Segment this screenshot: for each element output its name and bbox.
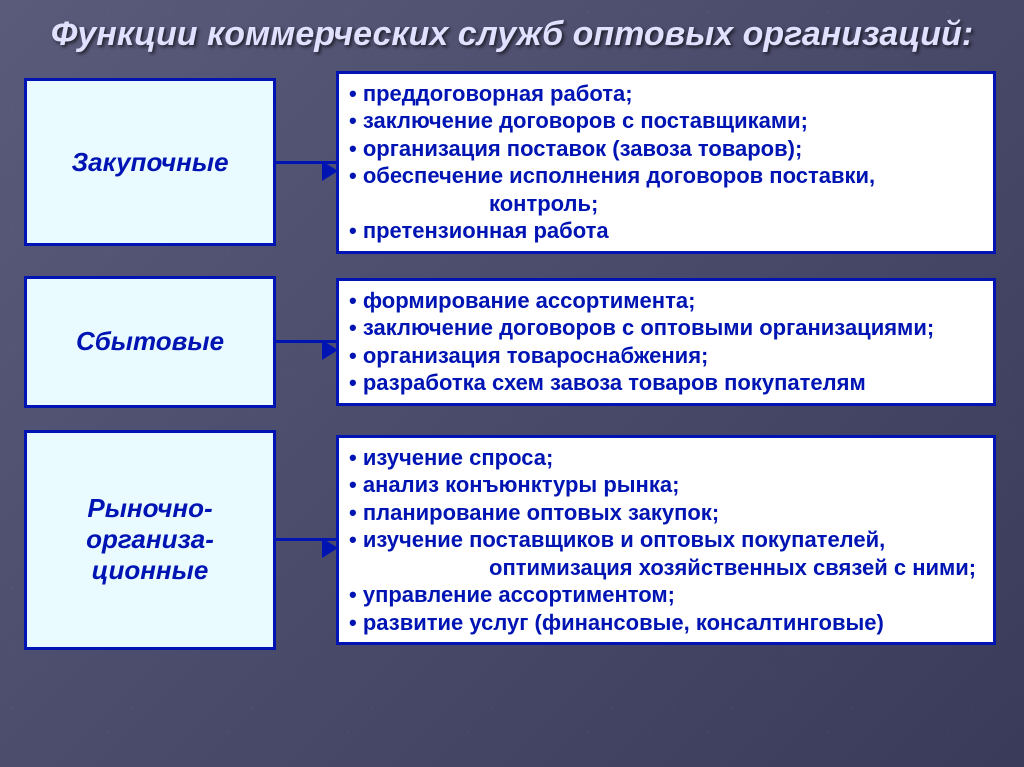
list-item: планирование оптовых закупок; [349,499,983,527]
label-box-sales: Сбытовые [24,276,276,408]
detail-list: преддоговорная работа; заключение догово… [349,80,983,245]
list-item: разработка схем завоза товаров покупател… [349,369,983,397]
detail-list: изучение спроса; анализ конъюнктуры рынк… [349,444,983,637]
list-item: изучение спроса; [349,444,983,472]
list-item: заключение договоров с оптовыми организа… [349,314,983,342]
detail-box-market: изучение спроса; анализ конъюнктуры рынк… [336,435,996,646]
detail-list: формирование ассортимента; заключение до… [349,287,983,397]
list-item: изучение поставщиков и оптовых покупател… [349,526,983,581]
detail-box-sales: формирование ассортимента; заключение до… [336,278,996,406]
list-item: заключение договоров с поставщиками; [349,107,983,135]
list-item: обеспечение исполнения договоров поставк… [349,162,983,217]
arrow-icon [276,161,336,164]
label-box-procurement: Закупочные [24,78,276,246]
list-item: формирование ассортимента; [349,287,983,315]
diagram-content: Закупочные преддоговорная работа; заключ… [0,61,1024,660]
list-item: анализ конъюнктуры рынка; [349,471,983,499]
list-item: развитие услуг (финансовые, консалтингов… [349,609,983,637]
page-title: Функции коммерческих служб оптовых орган… [0,0,1024,61]
label-box-market: Рыночно-организа-ционные [24,430,276,650]
list-item: преддоговорная работа; [349,80,983,108]
list-item: организация поставок (завоза товаров); [349,135,983,163]
row-sales: Сбытовые формирование ассортимента; закл… [24,276,996,408]
arrow-icon [276,340,336,343]
list-item: управление ассортиментом; [349,581,983,609]
row-procurement: Закупочные преддоговорная работа; заключ… [24,71,996,254]
list-item: претензионная работа [349,217,983,245]
arrow-icon [276,538,336,541]
list-item: организация товароснабжения; [349,342,983,370]
detail-box-procurement: преддоговорная работа; заключение догово… [336,71,996,254]
row-market: Рыночно-организа-ционные изучение спроса… [24,430,996,650]
